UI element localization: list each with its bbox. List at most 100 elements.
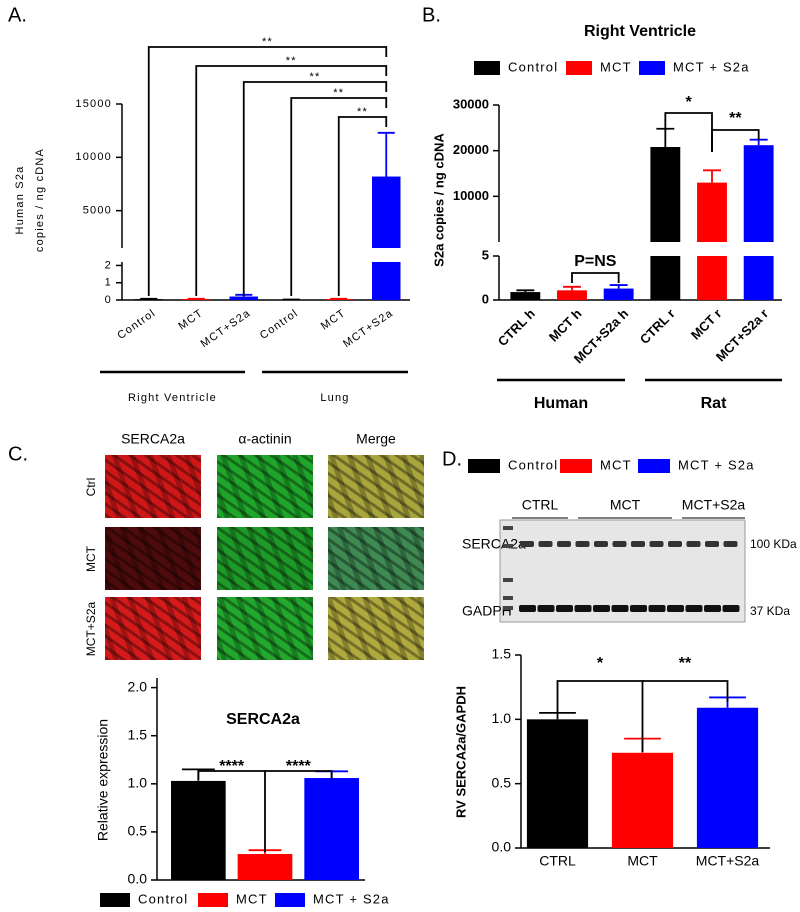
significance-label: ** (310, 71, 321, 83)
error-bar (516, 289, 535, 293)
y-tick-label: 10000 (75, 151, 112, 163)
y-tick-label: 5 (482, 247, 489, 262)
blot-group-label: CTRL (522, 497, 559, 513)
legend-swatch (198, 893, 228, 907)
x-tick-label: MCT h (546, 306, 585, 345)
image-column-label: SERCA2a (121, 431, 185, 447)
legend-label: Control (508, 457, 558, 472)
legend-label: MCT (600, 457, 632, 472)
significance-label: * (597, 655, 604, 672)
y-tick-label: 1.5 (492, 646, 512, 662)
image-row-label: MCT (84, 545, 98, 572)
chart-title: Right Ventricle (584, 23, 696, 40)
error-bar (749, 138, 768, 146)
blot-group-label: MCT (610, 497, 641, 513)
significance-label: ** (679, 655, 692, 672)
significance-bracket (556, 680, 644, 752)
blot-band (575, 541, 590, 547)
blot-band (520, 541, 534, 547)
panel-label: A. (8, 4, 27, 26)
legend-label: Control (138, 891, 188, 906)
significance-label: P=NS (574, 253, 617, 270)
significance-bracket (664, 112, 713, 152)
panel-label: C. (8, 443, 28, 465)
y-tick-label: 0 (482, 291, 489, 306)
group-label: Lung (320, 392, 349, 404)
blot-band (574, 605, 592, 612)
blot-band (611, 605, 629, 612)
x-tick-label: MCT+S2a (696, 853, 760, 869)
y-axis-label: Human S2a (14, 166, 26, 235)
legend-swatch (639, 61, 665, 75)
significance-bracket (571, 272, 620, 283)
blot-band (631, 541, 645, 547)
bar (650, 147, 681, 242)
y-tick-label: 0.5 (128, 823, 148, 839)
significance-bracket (197, 770, 266, 852)
micrograph-texture (217, 597, 313, 660)
panel-label: B. (422, 4, 441, 26)
group-label: Human (534, 395, 588, 412)
significance-bracket (195, 65, 388, 296)
x-tick-label: MCT (319, 307, 348, 333)
blot-band-label: GADPH (462, 603, 512, 619)
bar (526, 719, 589, 848)
x-tick-label: Control (115, 307, 158, 342)
y-tick-label: 15000 (75, 98, 112, 110)
blot-band (705, 541, 719, 547)
micrograph-texture (328, 527, 424, 590)
bar (237, 854, 293, 880)
significance-bracket (147, 46, 388, 296)
significance-bracket (290, 97, 388, 296)
micrograph-texture (217, 455, 313, 518)
x-tick-label: MCT+S2a (341, 307, 396, 350)
ladder-band (503, 526, 513, 530)
legend-label: MCT (236, 891, 268, 906)
y-tick-label: 0.5 (492, 774, 512, 790)
bar (557, 290, 587, 300)
y-axis-label: RV SERCA2a/GAPDH (453, 686, 468, 818)
bar (696, 707, 759, 848)
significance-label: ** (357, 106, 368, 118)
blot-band (722, 605, 740, 612)
bar (697, 256, 727, 300)
chart-title: SERCA2a (226, 711, 300, 728)
micrograph-texture (105, 455, 201, 518)
micrograph-texture (328, 597, 424, 660)
blot-band (649, 541, 664, 547)
group-label: Rat (701, 395, 727, 412)
significance-bracket (642, 680, 729, 702)
blot-band (667, 605, 684, 612)
significance-label: ** (286, 55, 297, 67)
legend-swatch (100, 893, 130, 907)
image-row-label: MCT+S2a (84, 602, 98, 657)
ladder-band (503, 596, 513, 600)
y-tick-label: 2 (105, 259, 112, 271)
significance-label: ** (333, 87, 344, 99)
error-bar (656, 127, 675, 148)
bar (603, 288, 634, 300)
micrograph-texture (328, 455, 424, 518)
blot-band (593, 605, 610, 612)
blot-band (685, 605, 703, 612)
legend-swatch (566, 61, 592, 75)
blot-band (557, 541, 571, 547)
legend-swatch (474, 61, 500, 75)
y-axis-label: S2a copies / ng cDNA (431, 133, 446, 267)
group-label: Right Ventricle (128, 392, 217, 404)
image-column-label: α-actinin (238, 431, 291, 447)
x-tick-label: CTRL r (637, 306, 678, 347)
blot-band (668, 541, 682, 547)
error-bar (703, 169, 721, 183)
y-tick-label: 0.0 (492, 839, 512, 855)
significance-label: ** (262, 36, 273, 48)
micrograph-texture (105, 597, 201, 660)
bar (372, 176, 401, 248)
significance-bracket (337, 116, 388, 296)
bar (229, 296, 258, 300)
y-tick-label: 1 (105, 277, 112, 289)
legend-swatch (638, 459, 670, 473)
blot-size-label: 37 KDa (750, 604, 790, 618)
blot-band (648, 605, 666, 612)
y-tick-label: 10000 (453, 188, 489, 203)
